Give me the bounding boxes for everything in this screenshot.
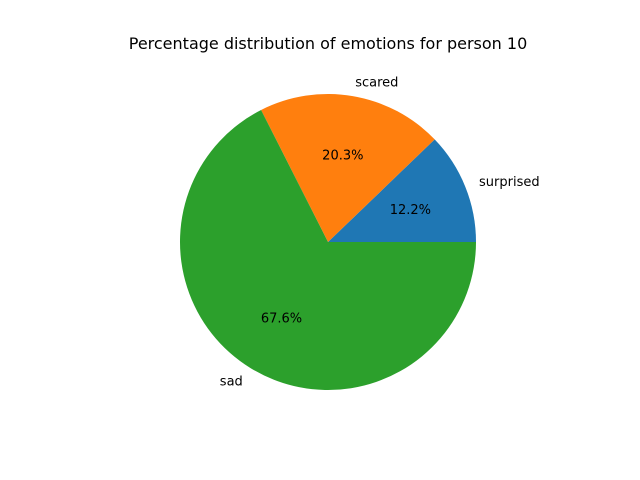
pie-labels: surprised 12.2% scared 20.3% sad 67.6% [220,75,540,389]
chart-title: Percentage distribution of emotions for … [129,34,528,53]
pie-slice-surprised [328,139,476,242]
slice-label-sad: sad [220,375,243,390]
pie-slices [180,93,476,390]
slice-label-surprised: surprised [479,175,540,190]
pct-label-scared: 20.3% [322,148,363,163]
slice-label-scared: scared [355,75,398,90]
pie-slice-sad [180,109,476,390]
pct-label-sad: 67.6% [261,312,302,327]
pie-slice-scared [261,93,435,242]
pct-label-surprised: 12.2% [390,203,431,218]
